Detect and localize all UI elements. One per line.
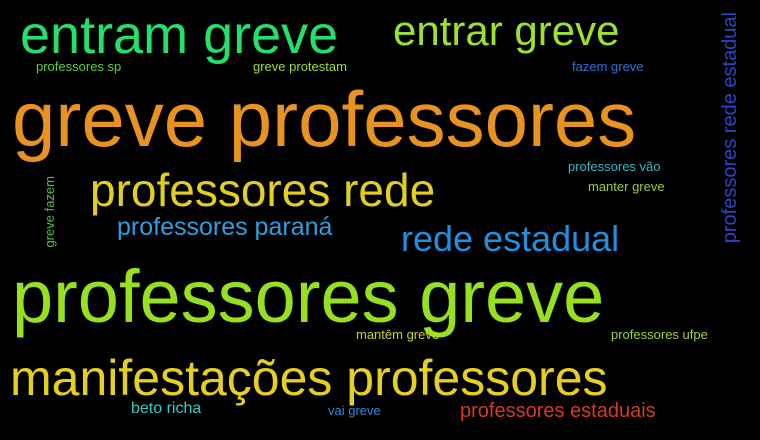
word-professores-parana: professores paraná (117, 213, 333, 241)
word-professores-sp: professores sp (36, 59, 122, 74)
word-professores-greve: professores greve (12, 255, 605, 338)
word-professores-ufpe: professores ufpe (611, 327, 708, 342)
word-beto-richa: beto richa (131, 400, 202, 417)
word-entram-greve: entram greve (20, 5, 339, 65)
word-entrar-greve: entrar greve (393, 7, 620, 54)
word-vai-greve: vai greve (328, 403, 381, 418)
word-professores-rede: professores rede (90, 164, 436, 216)
word-fazem-greve: fazem greve (572, 59, 644, 74)
word-greve-fazem: greve fazem (42, 176, 57, 248)
word-professores-estaduais: professores estaduais (460, 400, 656, 422)
word-professores-vao: professores vão (568, 159, 661, 174)
word-greve-protestam: greve protestam (253, 59, 347, 74)
word-manter-greve: manter greve (588, 179, 665, 194)
word-rede-estadual: rede estadual (401, 218, 620, 259)
word-manifestacoes-professores: manifestações professores (10, 350, 608, 406)
word-greve-professores: greve professores (12, 75, 637, 163)
word-professores-rede-estadual: professores rede estadual (719, 12, 741, 244)
word-mantem-greve: mantêm greve (356, 327, 440, 342)
